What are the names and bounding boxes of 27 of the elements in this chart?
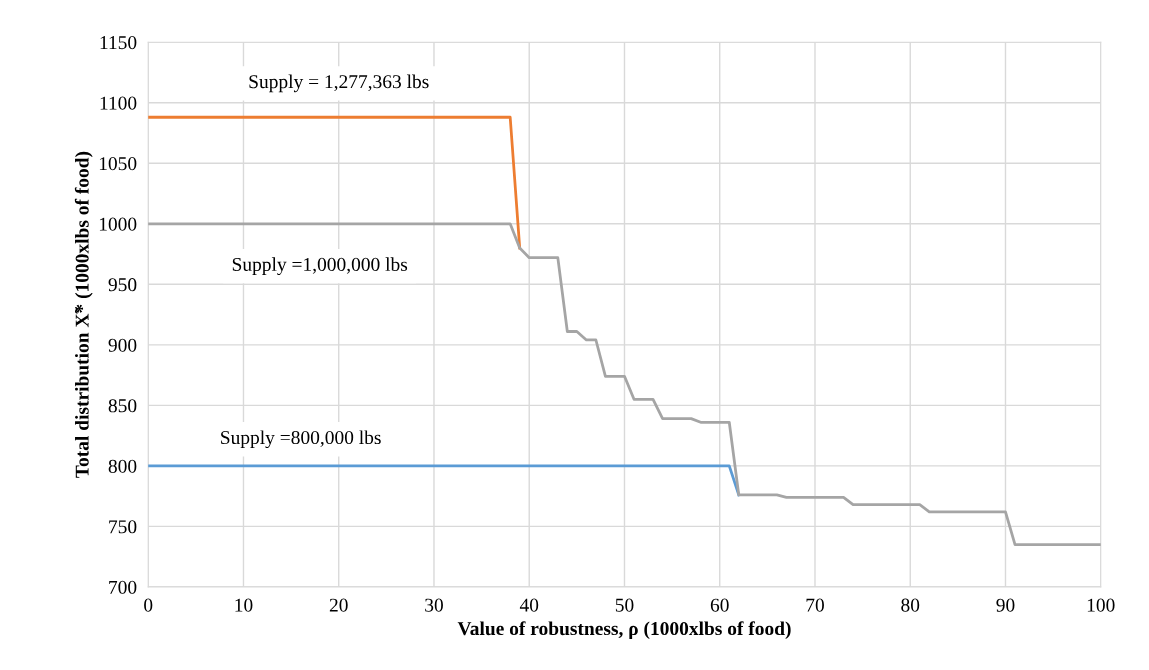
x-axis-title: Value of robustness, ρ (1000xlbs of food) xyxy=(457,621,791,640)
y-tick-label: 1100 xyxy=(100,96,137,110)
series-label: Supply =1,000,000 lbs xyxy=(232,257,408,275)
y-axis-title: Total distribution X̃* (1000xlbs of food) xyxy=(74,151,93,478)
x-tick-label: 10 xyxy=(235,598,253,612)
y-tick-label: 1050 xyxy=(99,157,137,171)
series-label: Supply =800,000 lbs xyxy=(221,430,381,449)
series-label: Supply = 1,277,363 lbs xyxy=(249,74,429,93)
y-tick-label: 1150 xyxy=(100,36,137,50)
x-tick-label: 90 xyxy=(996,598,1015,612)
y-tick-label: 850 xyxy=(108,399,137,413)
x-tick-label: 20 xyxy=(329,598,348,612)
y-tick-label: 700 xyxy=(109,580,137,594)
x-tick-label: 80 xyxy=(901,598,920,612)
x-tick-label: 0 xyxy=(144,598,153,612)
y-tick-label: 800 xyxy=(108,459,137,473)
y-tick-label: 950 xyxy=(108,278,137,292)
y-tick-label: 1000 xyxy=(99,217,137,231)
y-tick-label: 750 xyxy=(109,520,137,534)
x-tick-label: 60 xyxy=(710,598,729,612)
line-series xyxy=(148,222,1101,546)
x-tick-label: 100 xyxy=(1087,598,1115,612)
x-tick-label: 30 xyxy=(425,598,443,612)
x-tick-label: 50 xyxy=(615,598,634,612)
y-tick-label: 900 xyxy=(108,338,137,352)
x-tick-label: 40 xyxy=(519,598,539,612)
x-tick-label: 70 xyxy=(806,598,824,612)
